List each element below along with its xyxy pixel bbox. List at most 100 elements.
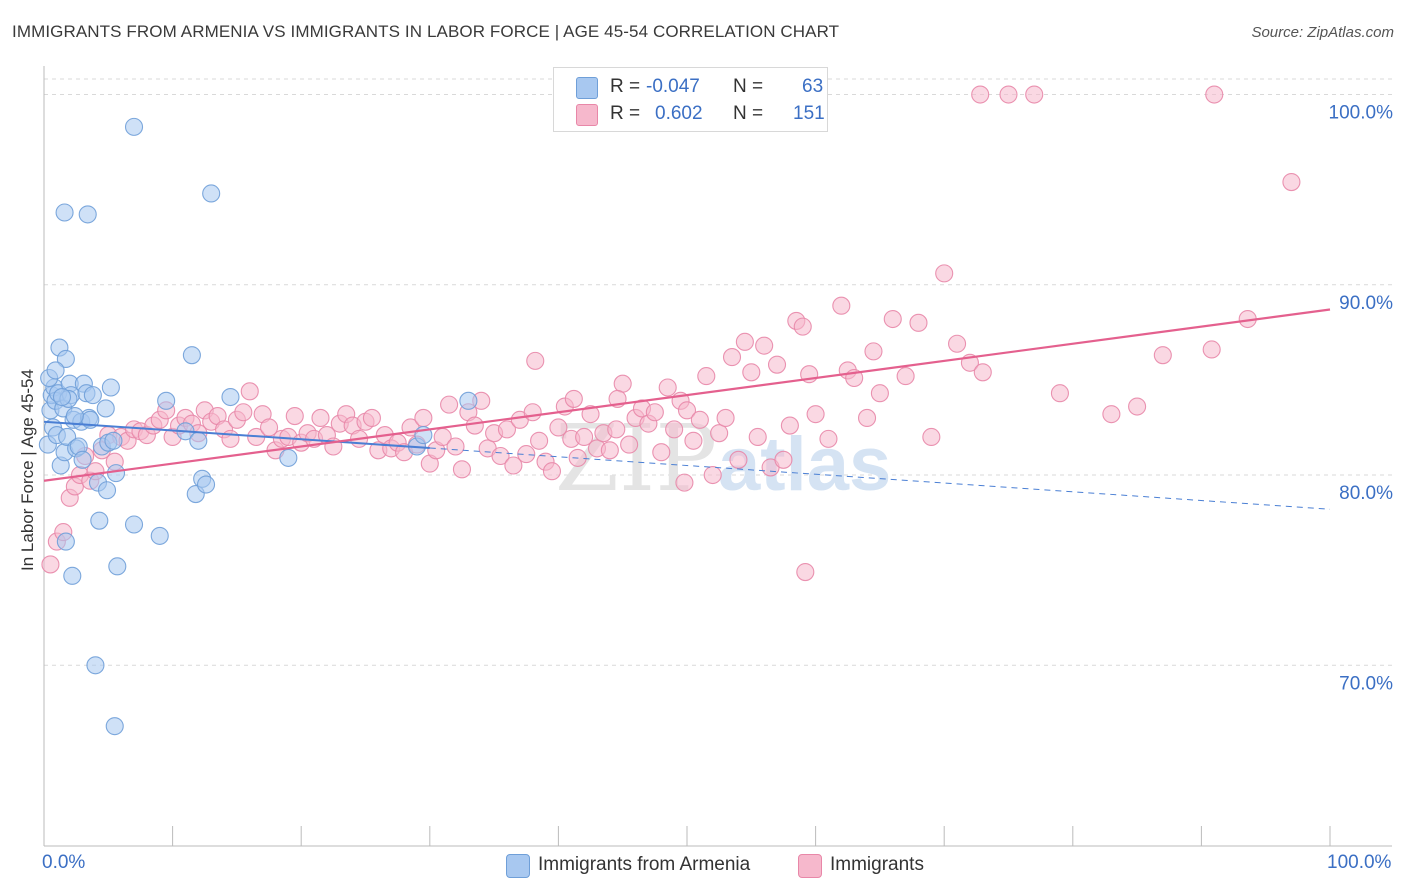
immigrants-point (362, 408, 381, 428)
armenia-point (46, 361, 65, 380)
armenia-point (196, 475, 216, 494)
correlation-legend: R = -0.047 N = 63 R = 0.602 N = 151 (553, 67, 828, 132)
armenia-point (124, 515, 144, 534)
legend-label: Immigrants from Armenia (538, 854, 751, 875)
immigrants-point (240, 382, 259, 401)
armenia-point (105, 717, 124, 736)
immigrants-point (948, 334, 967, 353)
immigrants-point (259, 418, 279, 437)
immigrants-trend-line (43, 308, 1331, 482)
immigrants-point (864, 342, 883, 361)
y-tick-label: 70.0% (1339, 673, 1393, 694)
immigrants-point (549, 418, 568, 437)
n-label: N = (733, 76, 764, 97)
legend-label: Immigrants (830, 854, 924, 875)
immigrants-point (530, 431, 549, 450)
gridlines (44, 78, 1392, 666)
immigrants-point (857, 408, 877, 428)
r-label: R = (610, 103, 641, 124)
immigrants-point (542, 462, 562, 481)
immigrants-point (870, 384, 889, 403)
immigrants-point (896, 367, 915, 386)
armenia-point (56, 532, 75, 551)
armenia-point (56, 349, 75, 369)
armenia-point (459, 391, 478, 410)
armenia-point (106, 464, 126, 483)
armenia-point (52, 387, 72, 407)
armenia-swatch (506, 854, 530, 878)
n-value: 63 (802, 76, 824, 97)
immigrants-point (935, 264, 954, 283)
immigrants-point (697, 367, 716, 386)
source-credit: Source: ZipAtlas.com (1251, 24, 1394, 41)
immigrants-point (755, 336, 774, 355)
armenia-point (55, 203, 74, 222)
immigrants-point (1153, 346, 1172, 365)
armenia-point (108, 557, 127, 576)
immigrants-point (1025, 85, 1044, 104)
n-value: 151 (793, 103, 825, 124)
immigrants-point (1202, 340, 1221, 359)
immigrants-point (581, 405, 600, 424)
immigrants-point (999, 85, 1018, 104)
armenia-trend-line (43, 420, 430, 450)
immigrants-point (973, 363, 992, 382)
immigrants-point (504, 456, 523, 475)
immigrants-point (735, 332, 754, 351)
armenia-trend-extension (429, 447, 1331, 510)
svg-text:atlas: atlas (718, 422, 891, 507)
immigrants-point (652, 443, 671, 462)
immigrants-point (465, 416, 484, 435)
r-value: 0.602 (655, 103, 703, 124)
immigrants-point (526, 351, 545, 370)
immigrants-point (806, 405, 825, 424)
armenia-point (189, 431, 208, 450)
immigrants-point (1102, 405, 1121, 424)
immigrants-swatch (798, 854, 822, 878)
armenia-point (221, 387, 240, 407)
immigrants-point (1205, 85, 1224, 104)
y-tick-label: 100.0% (1329, 103, 1394, 124)
immigrants-point (620, 435, 639, 454)
immigrants-point (1128, 397, 1147, 416)
immigrants-point (446, 437, 465, 456)
immigrants-point (971, 85, 990, 104)
armenia-point (97, 481, 117, 500)
armenia-point (83, 386, 102, 405)
immigrants-point (883, 309, 902, 329)
immigrants-point (665, 420, 684, 439)
immigrants-point (722, 348, 742, 367)
immigrants-point (564, 389, 583, 408)
immigrants-point (832, 296, 851, 315)
immigrants-point (742, 363, 761, 382)
r-label: R = (610, 76, 641, 97)
armenia-point (150, 526, 169, 545)
immigrants-point (440, 395, 459, 414)
x-axis-max-label: 100.0% (1327, 852, 1392, 873)
armenia-point (101, 378, 120, 397)
series-legend: Immigrants from Armenia Immigrants (0, 851, 1406, 881)
immigrants-point (780, 416, 799, 435)
armenia-point (182, 346, 201, 365)
r-value: -0.047 (646, 76, 700, 97)
armenia-point (202, 184, 221, 203)
immigrants-point (613, 374, 632, 393)
n-label: N = (733, 103, 764, 124)
immigrants-point (690, 410, 709, 429)
immigrants-point (234, 403, 253, 422)
chart-title: IMMIGRANTS FROM ARMENIA VS IMMIGRANTS IN… (12, 22, 840, 41)
immigrants-point (285, 406, 304, 426)
immigrants-point (575, 427, 594, 447)
immigrants-point (767, 355, 787, 374)
armenia-point (78, 205, 97, 224)
immigrants-point (1050, 384, 1069, 403)
immigrants-point (311, 408, 330, 428)
immigrants-point (600, 441, 619, 460)
armenia-point (104, 431, 123, 450)
immigrants-point (796, 562, 815, 582)
armenia-point (86, 656, 105, 675)
y-tick-labels: 70.0% 80.0% 90.0% 100.0% (1329, 103, 1394, 695)
immigrants-point (703, 465, 722, 485)
immigrants-point (729, 450, 748, 469)
